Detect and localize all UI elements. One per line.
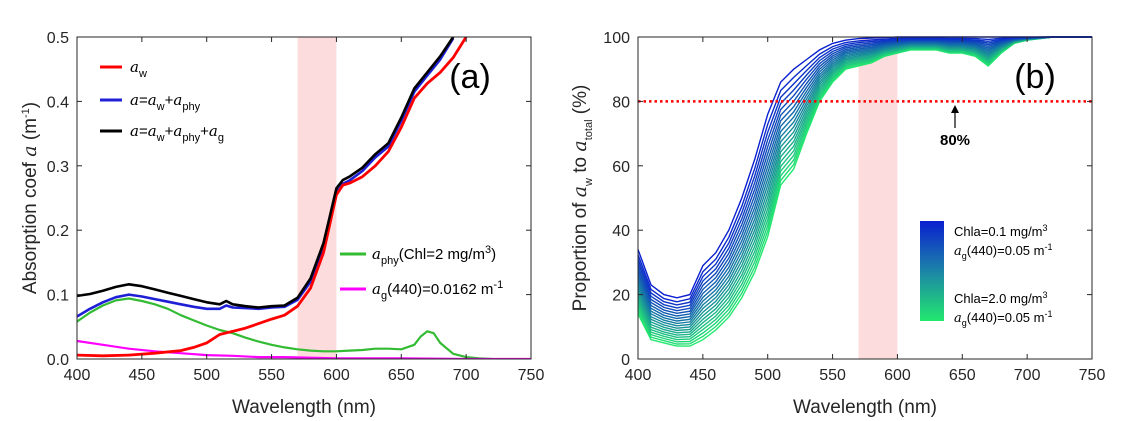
axes-box-b — [637, 36, 1093, 360]
a-xtick-label: 750 — [518, 367, 545, 384]
a-xtick-label: 600 — [323, 367, 350, 384]
x-axis-label-a: Wavelength (nm) — [232, 397, 376, 418]
a-ytick-label: 0.2 — [47, 223, 69, 240]
b-ytick-label: 0 — [621, 352, 630, 369]
panel-label-b: (b) — [1014, 58, 1056, 96]
legend-label-a-total: a=aw+aphy+ag — [130, 122, 224, 144]
a-xtick-label: 450 — [129, 367, 156, 384]
b-ytick-label: 20 — [612, 288, 630, 305]
a-xtick-label: 700 — [453, 367, 480, 384]
legend-a-lower: aphy(Chl=2 mg/m3) ag(440)=0.0162 m-1 — [340, 244, 503, 302]
shaded-band-a — [297, 37, 337, 359]
y-axis-label-a: Absorption coef a (m-1) — [19, 102, 41, 294]
panel-label-a: (a) — [449, 58, 491, 96]
threshold-arrowhead — [951, 105, 959, 113]
series-line-a-phy — [77, 297, 493, 359]
b-ytick-label: 60 — [612, 159, 630, 176]
colorbar-top-label-2: ag(440)=0.05 m-1 — [954, 242, 1052, 261]
series-line-a-phy-total — [77, 37, 455, 318]
a-ytick-label: 0.4 — [47, 94, 69, 111]
threshold-annotation: 80% — [940, 105, 970, 149]
panel-a: 400 450 500 550 600 650 700 750 0.0 0.1 0.2 0.3 0.4 0… — [19, 30, 544, 418]
panel-b: 400 450 500 550 600 650 700 750 0 20 40 60 80 100 (b)… — [569, 30, 1105, 418]
legend-a: aw a=aw+aphy a=aw+aphy+ag — [100, 58, 224, 144]
a-ytick-label: 0.5 — [47, 30, 69, 47]
a-xtick-label: 500 — [193, 367, 220, 384]
threshold-label: 80% — [940, 132, 970, 149]
b-xtick-label: 550 — [819, 367, 846, 384]
b-xtick-label: 600 — [884, 367, 911, 384]
b-ytick-label: 40 — [612, 223, 630, 240]
b-ytick-label: 80 — [612, 94, 630, 111]
series-group-b — [637, 36, 1092, 347]
colorbar-top-label-1: Chla=0.1 mg/m3 — [954, 223, 1048, 239]
b-ytick-label: 100 — [603, 30, 630, 47]
b-xtick-label: 650 — [949, 367, 976, 384]
y-axis-label-b: Proportion of aw to atotal (%) — [569, 85, 595, 312]
a-xtick-label: 400 — [64, 367, 91, 384]
b-xtick-label: 400 — [625, 367, 652, 384]
shaded-band-b — [858, 37, 898, 359]
x-axis-label-b: Wavelength (nm) — [793, 397, 937, 418]
series-line-a-g — [77, 339, 531, 359]
colorbar-bottom-label-1: Chla=2.0 mg/m3 — [954, 290, 1048, 306]
series-line-aw — [77, 37, 468, 358]
a-xtick-label: 650 — [388, 367, 415, 384]
b-xtick-label: 500 — [754, 367, 781, 384]
legend-label-aw: aw — [130, 58, 147, 80]
a-xtick-label: 550 — [258, 367, 285, 384]
a-ytick-label: 0.1 — [47, 288, 69, 305]
b-xtick-label: 700 — [1014, 367, 1041, 384]
legend-label-a-phy-total: a=aw+aphy — [130, 91, 201, 113]
legend-label-a-phy: aphy(Chl=2 mg/m3) — [372, 244, 496, 267]
colorbar — [920, 221, 944, 321]
colorbar-bottom-label-2: ag(440)=0.05 m-1 — [954, 309, 1052, 328]
a-ytick-label: 0.3 — [47, 159, 69, 176]
b-xtick-label: 450 — [690, 367, 717, 384]
b-xtick-label: 750 — [1079, 367, 1106, 384]
ticks-a: 400 450 500 550 600 650 700 750 0.0 0.1 0.2 0.3 0.4 0… — [47, 30, 545, 384]
series-line-a-total — [77, 37, 455, 309]
a-ytick-label: 0.0 — [47, 352, 69, 369]
legend-label-a-g: ag(440)=0.0162 m-1 — [372, 279, 503, 302]
series-group-a — [77, 37, 531, 359]
ticks-b: 400 450 500 550 600 650 700 750 0 20 40 60 80 100 — [603, 30, 1105, 384]
axes-box-a — [76, 36, 532, 360]
